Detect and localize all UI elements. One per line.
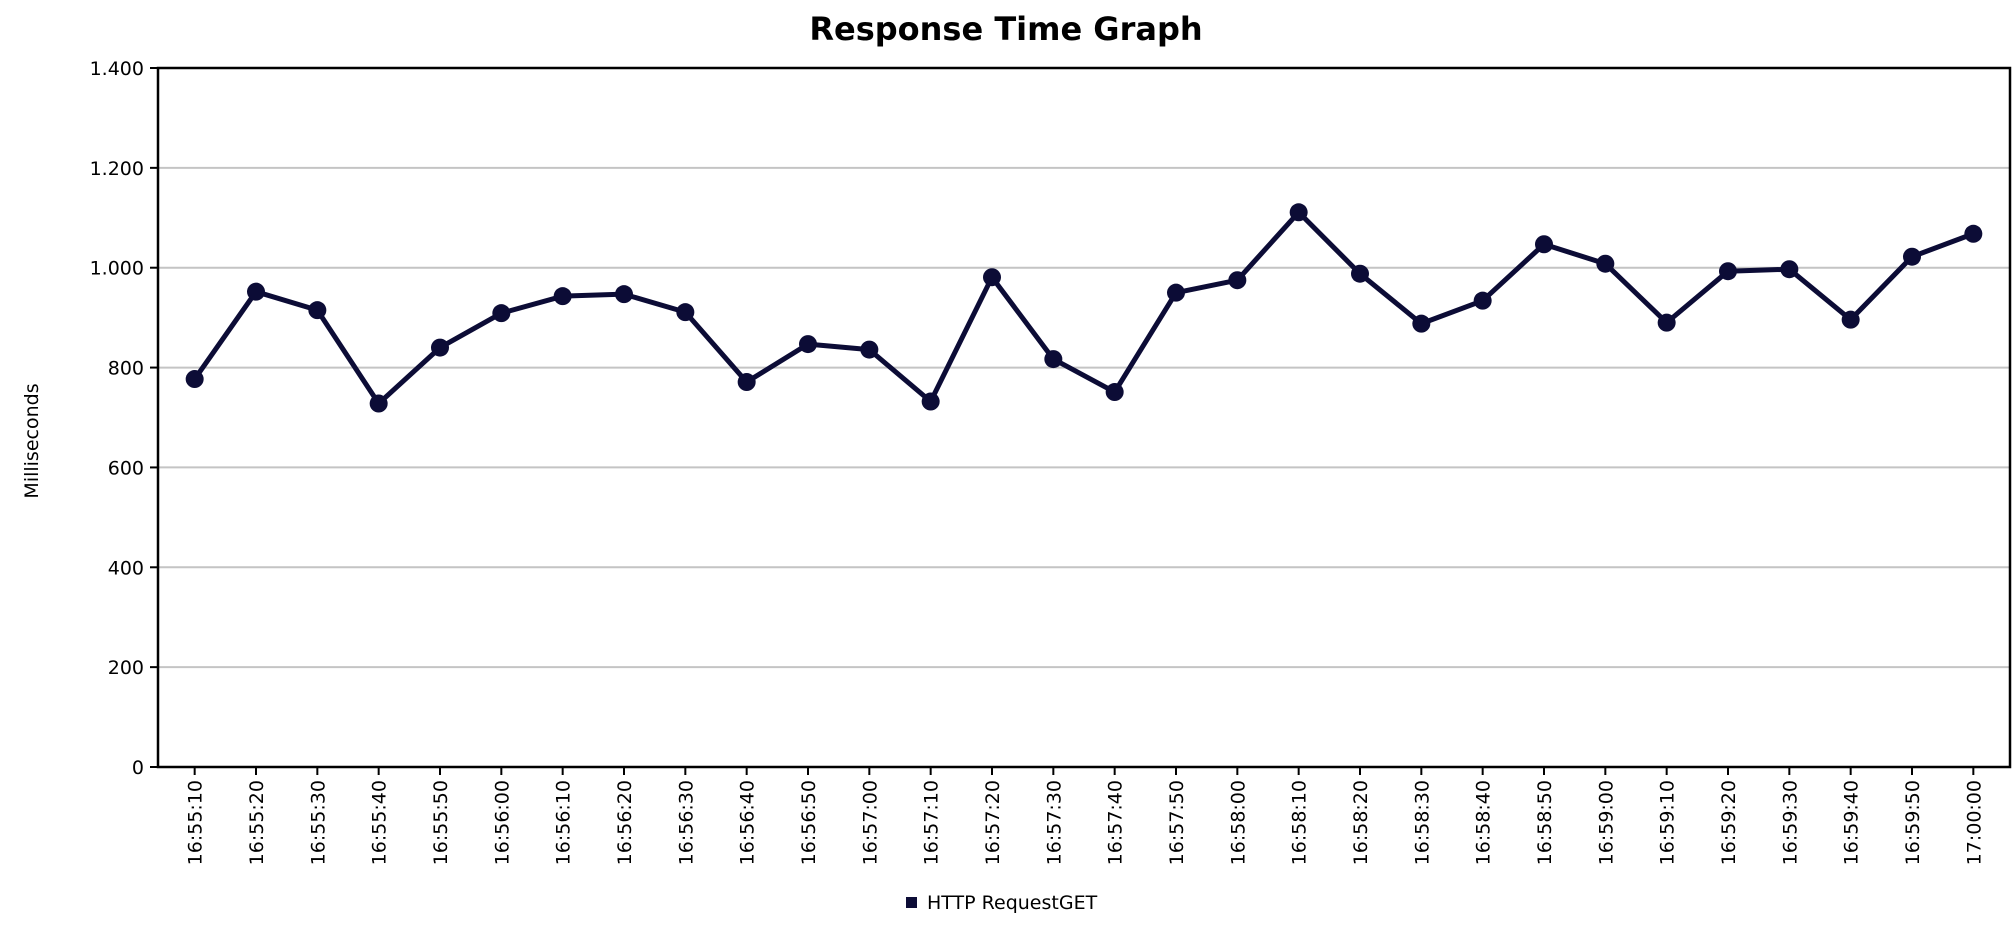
- x-tick-label: 16:59:20: [1718, 780, 1740, 865]
- y-tick-label: 800: [108, 358, 144, 380]
- x-tick-label: 16:58:10: [1289, 780, 1311, 865]
- legend-swatch: [906, 897, 917, 908]
- x-tick-label: 16:55:40: [369, 780, 391, 865]
- data-point: [921, 392, 940, 411]
- x-tick-label: 16:58:00: [1227, 780, 1249, 865]
- data-point: [983, 268, 1001, 287]
- data-point: [1719, 262, 1737, 281]
- x-tick-label: 16:55:10: [185, 780, 207, 865]
- data-point: [185, 370, 204, 389]
- y-tick-label: 1.200: [90, 158, 144, 180]
- data-point: [431, 338, 449, 357]
- x-tick-label: 16:57:40: [1105, 780, 1127, 865]
- x-tick-label: 16:58:20: [1350, 780, 1372, 865]
- y-tick-label: 400: [108, 557, 144, 579]
- data-point: [1167, 283, 1185, 302]
- data-point: [1535, 235, 1553, 254]
- data-point: [308, 301, 327, 320]
- data-point: [369, 394, 388, 413]
- x-tick-label: 16:56:40: [737, 780, 759, 865]
- y-tick-label: 1.000: [90, 258, 144, 280]
- series-line: [192, 209, 1975, 407]
- data-point: [1473, 291, 1492, 310]
- data-point: [492, 304, 511, 323]
- data-point: [1780, 260, 1799, 279]
- series: [185, 203, 1983, 413]
- x-tick-label: 16:56:10: [553, 780, 575, 865]
- x-tick-label: 16:55:30: [307, 780, 329, 865]
- x-tick-label: 16:58:40: [1473, 780, 1495, 865]
- x-tick-label: 16:57:30: [1043, 780, 1065, 865]
- data-point: [799, 335, 817, 354]
- data-point: [860, 340, 879, 359]
- data-point: [676, 303, 695, 322]
- x-tick-label: 16:58:50: [1534, 780, 1556, 865]
- data-point: [247, 282, 265, 301]
- data-point: [1903, 247, 1921, 266]
- data-point: [1412, 314, 1431, 333]
- x-tick-label: 16:59:00: [1595, 780, 1617, 865]
- data-point: [1044, 350, 1063, 369]
- legend: HTTP RequestGET: [906, 892, 1098, 914]
- x-tick-label: 16:57:50: [1166, 780, 1188, 865]
- y-tick-labels: 0 200 400 600 800 1.000 1.200 1.400: [90, 58, 144, 779]
- x-tick-label: 16:59:40: [1841, 780, 1863, 865]
- data-point: [1289, 203, 1308, 222]
- data-point: [1105, 383, 1124, 402]
- x-tick-label: 16:59:30: [1779, 780, 1801, 865]
- y-axis-label: Milliseconds: [21, 383, 43, 498]
- data-point: [1351, 264, 1369, 283]
- y-tick-label: 0: [132, 757, 144, 779]
- x-tick-label: 16:57:00: [859, 780, 881, 865]
- x-tick-label: 16:58:30: [1411, 780, 1433, 865]
- data-point: [1841, 310, 1860, 329]
- chart-title: Response Time Graph: [809, 10, 1202, 48]
- data-point: [737, 373, 756, 392]
- x-tick-label: 17:00:00: [1963, 780, 1985, 865]
- data-point: [1228, 271, 1247, 290]
- x-tick-label: 16:57:20: [982, 780, 1004, 865]
- data-point: [553, 287, 572, 306]
- x-tick-label: 16:56:20: [614, 780, 636, 865]
- data-point: [1657, 313, 1676, 332]
- data-point: [1964, 224, 1983, 243]
- data-point: [1596, 254, 1615, 273]
- x-tick-label: 16:56:50: [798, 780, 820, 865]
- axes: [150, 66, 2012, 775]
- x-tick-label: 16:55:50: [430, 780, 452, 865]
- x-tick-label: 16:56:30: [675, 780, 697, 865]
- x-tick-label: 16:55:20: [246, 780, 268, 865]
- data-point: [615, 285, 633, 304]
- x-tick-label: 16:57:10: [921, 780, 943, 865]
- y-tick-label: 600: [108, 457, 144, 479]
- gridlines: [158, 166, 2010, 669]
- legend-label: HTTP RequestGET: [927, 892, 1098, 914]
- x-tick-label: 16:59:10: [1657, 780, 1679, 865]
- x-tick-label: 16:59:50: [1902, 780, 1924, 865]
- y-tick-label: 200: [108, 657, 144, 679]
- x-tick-label: 16:56:00: [491, 780, 513, 865]
- x-tick-labels: 16:55:10 16:55:20 16:55:30 16:55:40 16:55:50…: [185, 780, 1986, 865]
- plot-frame: [156, 66, 2012, 769]
- y-tick-label: 1.400: [90, 58, 144, 80]
